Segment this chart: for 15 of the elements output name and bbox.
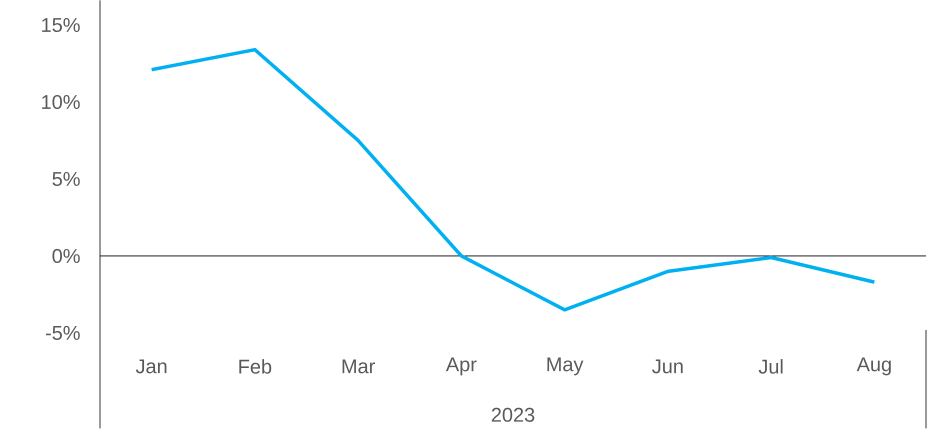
x-tick-label: Aug <box>856 357 891 376</box>
x-tick-label: May <box>547 357 584 376</box>
x-tick-label: Apr <box>446 357 477 376</box>
y-tick-label: 15% <box>42 18 80 32</box>
x-tick-label: Jun <box>652 359 683 374</box>
x-tick-label: Jul <box>758 358 783 374</box>
y-tick-label: 0% <box>52 248 80 263</box>
x-axis-title: 2023 <box>492 408 534 422</box>
x-tick-label: Mar <box>342 359 375 374</box>
line-series <box>150 48 876 312</box>
y-tick-label: 10% <box>42 94 80 109</box>
y-tick-label: 5% <box>52 172 80 186</box>
x-tick-label: Jan <box>136 359 166 374</box>
x-tick-label: Feb <box>239 358 272 374</box>
y-tick-label: -5% <box>46 326 80 340</box>
